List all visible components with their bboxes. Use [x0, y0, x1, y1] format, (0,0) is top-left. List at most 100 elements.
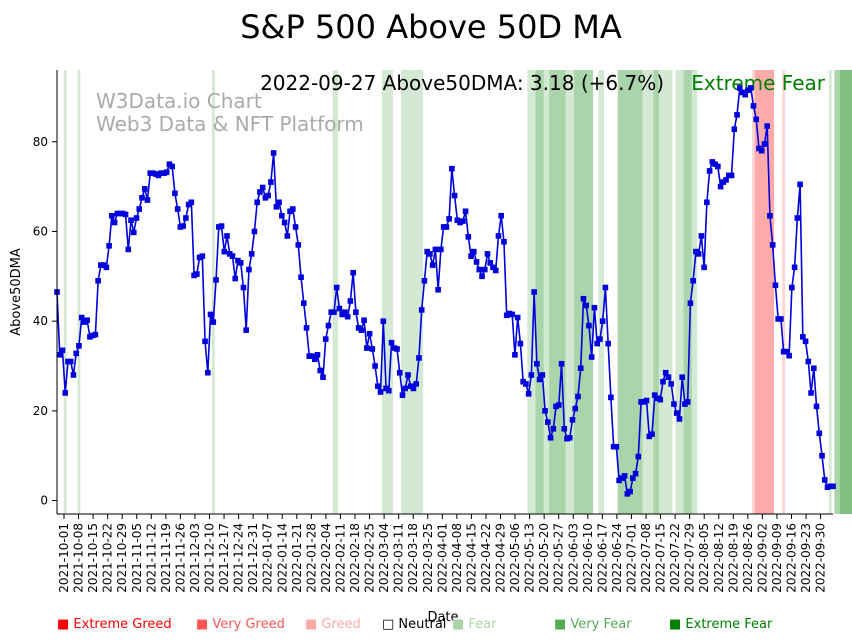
above50dma-series — [54, 85, 836, 497]
x-axis-label: Date — [427, 610, 458, 625]
data-point — [84, 317, 90, 324]
y-tick-label: 0 — [40, 494, 48, 508]
data-point — [531, 289, 537, 295]
data-point — [347, 298, 354, 304]
chart-title: S&P 500 Above 50D MA — [240, 8, 622, 46]
data-point — [290, 206, 296, 212]
x-tick-label: 2022-01-28 — [304, 523, 318, 593]
data-point — [364, 345, 370, 351]
data-point — [385, 387, 392, 394]
data-point — [528, 372, 535, 378]
data-point — [764, 123, 770, 129]
x-tick-label: 2021-10-22 — [101, 523, 115, 593]
x-tick-label: 2022-06-17 — [595, 523, 609, 593]
data-point — [575, 393, 581, 400]
x-tick-label: 2022-04-15 — [464, 523, 478, 593]
data-point — [597, 336, 603, 342]
data-point — [259, 184, 266, 191]
zone-fear — [401, 70, 424, 514]
data-point — [509, 311, 515, 318]
y-axis-label: Above50DMA — [9, 248, 24, 336]
data-point — [728, 172, 735, 179]
data-point — [572, 405, 579, 412]
x-tick-label: 2022-04-08 — [450, 523, 464, 593]
data-point — [284, 233, 291, 239]
data-point — [402, 385, 409, 392]
x-tick-label: 2022-03-04 — [377, 523, 391, 593]
data-point — [427, 251, 433, 257]
x-tick-label: 2021-12-17 — [217, 523, 231, 593]
data-point — [95, 277, 101, 284]
data-point — [396, 369, 403, 376]
data-point — [443, 224, 450, 230]
data-point — [130, 229, 137, 236]
data-point — [418, 307, 425, 313]
x-tick-label: 2021-10-01 — [57, 523, 71, 593]
data-point — [789, 284, 795, 291]
data-point — [405, 372, 411, 378]
y-axis-ticks: 0 20 40 60 80 — [33, 135, 57, 508]
data-point — [747, 85, 754, 91]
data-point — [194, 271, 200, 277]
data-point — [106, 243, 112, 249]
x-tick-label: 2022-03-18 — [406, 523, 420, 593]
data-point — [446, 216, 452, 222]
data-point — [758, 147, 765, 154]
x-tick-label: 2022-01-14 — [275, 523, 289, 593]
data-point — [300, 300, 307, 307]
data-point — [248, 251, 255, 257]
data-point — [819, 452, 825, 459]
data-point — [742, 91, 749, 98]
data-point — [342, 309, 348, 315]
data-point — [690, 277, 696, 284]
zone-fear — [77, 70, 81, 514]
zone-fear — [598, 70, 605, 514]
data-point — [205, 369, 211, 376]
data-point — [813, 403, 820, 410]
x-tick-label: 2022-07-22 — [668, 523, 682, 593]
data-point — [566, 434, 573, 441]
zone-very-fear — [573, 70, 594, 514]
data-point — [761, 141, 768, 147]
x-tick-label: 2021-11-05 — [130, 523, 144, 593]
data-point — [599, 318, 606, 324]
x-tick-label: 2022-02-04 — [319, 523, 333, 593]
data-point — [232, 275, 239, 282]
data-point — [723, 177, 729, 183]
x-tick-label: 2021-10-08 — [72, 523, 86, 593]
data-point — [662, 369, 669, 376]
data-point — [734, 112, 740, 118]
data-point — [465, 234, 472, 240]
data-point — [539, 372, 546, 378]
data-point — [778, 316, 784, 322]
data-point — [512, 351, 518, 358]
data-point — [76, 343, 82, 349]
zone-fear — [63, 70, 67, 514]
data-point — [558, 360, 565, 367]
data-point — [492, 267, 499, 274]
zone-fear — [565, 70, 574, 514]
legend-item-extreme-greed: ■ Extreme Greed — [57, 617, 172, 632]
data-point — [70, 372, 77, 378]
zone-fear — [675, 70, 684, 514]
zone-fear — [211, 70, 215, 514]
data-point — [380, 318, 387, 324]
data-point — [569, 417, 576, 423]
legend-item-greed: ■ Greed — [305, 617, 361, 632]
sentiment-status: Extreme Fear — [691, 71, 826, 95]
zone-fear — [332, 70, 339, 514]
data-point — [643, 397, 650, 404]
data-point — [561, 425, 568, 432]
data-point — [701, 264, 707, 271]
x-tick-label: 2022-09-30 — [814, 523, 828, 593]
data-point — [311, 356, 318, 363]
data-point — [651, 392, 658, 398]
data-point — [514, 314, 521, 321]
x-tick-label: 2021-12-31 — [246, 523, 260, 593]
data-point — [627, 488, 633, 495]
data-point — [830, 483, 836, 490]
data-point — [237, 260, 244, 266]
data-point — [292, 224, 299, 230]
data-point — [679, 374, 685, 381]
data-point — [309, 353, 315, 359]
